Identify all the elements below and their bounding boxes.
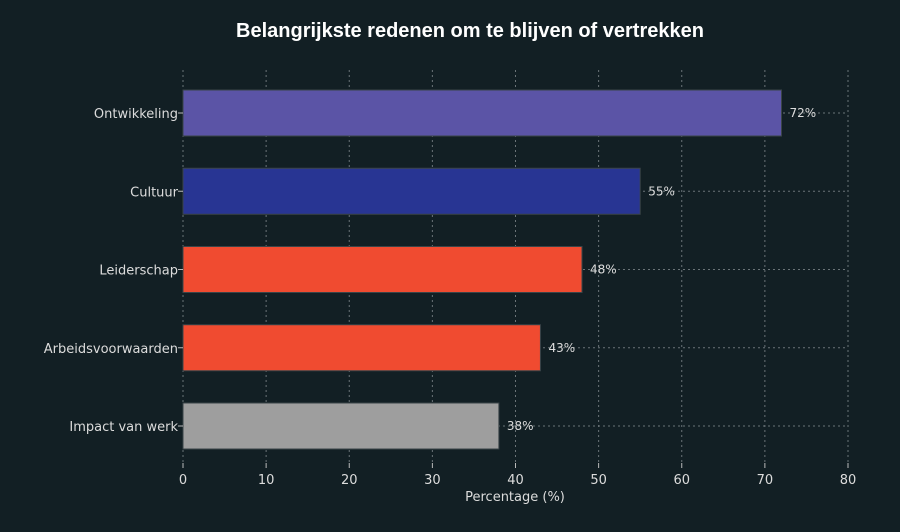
x-tick-label: 0 [179,473,187,488]
y-tick-label: Cultuur [130,185,179,200]
x-tick-label: 20 [341,473,358,488]
x-tick-label: 80 [840,473,857,488]
x-tick-label: 10 [258,473,275,488]
x-tick-label: 60 [673,473,690,488]
bar-ontwikkeling [182,89,782,137]
bar-cultuur [182,167,641,215]
y-tick-label: Ontwikkeling [94,107,178,122]
x-tick-label: 40 [507,473,524,488]
data-label: 43% [548,341,575,355]
x-axis-label: Percentage (%) [465,490,565,505]
y-tick-label: Leiderschap [99,264,178,279]
x-tick-label: 70 [757,473,774,488]
bar-impact-van-werk [182,402,500,450]
y-tick-label: Arbeidsvoorwaarden [44,342,178,357]
y-tick-label: Impact van werk [69,420,178,435]
x-tick-label: 30 [424,473,441,488]
data-label: 55% [648,184,675,198]
data-label: 72% [790,106,817,120]
bar-arbeidsvoorwaarden [182,324,541,372]
chart-title: Belangrijkste redenen om te blijven of v… [236,20,704,42]
data-label: 38% [507,419,534,433]
bar-leiderschap [182,246,583,293]
data-label: 48% [590,263,617,277]
x-tick-label: 50 [590,473,607,488]
